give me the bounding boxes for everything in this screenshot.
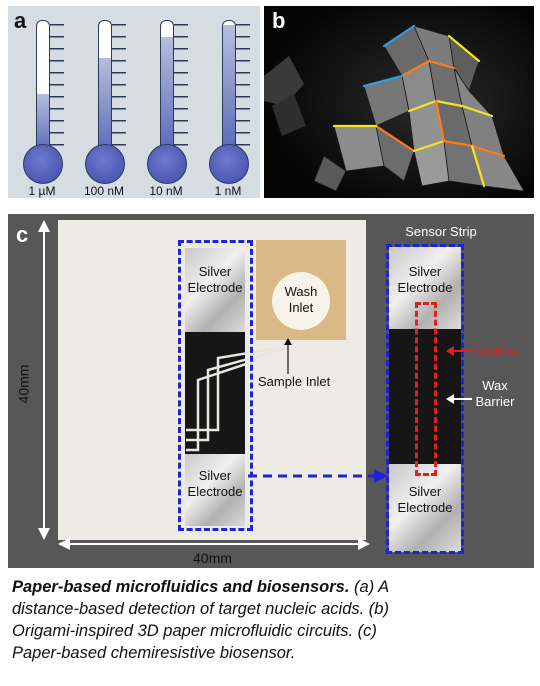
thermometer-tube (222, 20, 236, 153)
silver-electrode-top-label: Silver Electrode (187, 264, 243, 295)
thermometer-fluid (37, 93, 49, 153)
thermometer-tube (36, 20, 50, 153)
concentration-label: 1 nM (214, 184, 242, 198)
sample-inlet-arrow (284, 338, 292, 374)
thermometer-scale (236, 24, 250, 148)
thermometer-bulb (209, 144, 249, 184)
thermometer-scale (50, 24, 64, 148)
thermometer-tube (160, 20, 174, 153)
thermometer-1 (18, 20, 74, 188)
panel-c-letter: c (16, 222, 29, 247)
silver-electrode-top (185, 248, 245, 332)
wash-inlet-circle (272, 272, 330, 330)
thermometer-scale (112, 24, 126, 148)
caption-text-1: (a) A (349, 578, 390, 596)
swnts-label: SWNTs (474, 344, 518, 359)
wash-inlet-label: Wash Inlet (284, 284, 318, 315)
silver-electrode-bottom-label: Silver Electrode (187, 468, 243, 499)
silver-electrode-bottom (185, 454, 245, 526)
strip-electrode-top (389, 247, 461, 329)
electrode-dashed-box (178, 240, 253, 531)
strip-electrode-top-label: Silver Electrode (397, 264, 453, 295)
thermometer-bulb (147, 144, 187, 184)
caption-line-2: distance-based detection of target nucle… (12, 600, 389, 618)
sensor-strip-title: Sensor Strip (405, 224, 477, 239)
panel-b-letter: b (272, 8, 286, 33)
panel-b-origami-photo: b (264, 6, 534, 198)
sample-inlet-label: Sample Inlet (258, 374, 331, 389)
vertical-dimension-arrow (38, 220, 50, 540)
concentration-label: 1 µM (28, 184, 56, 198)
thermometer-fluid (223, 24, 235, 153)
thermometer-fluid (99, 57, 111, 153)
horizontal-dimension-label: 40mm (193, 550, 232, 566)
thermometer-2 (80, 20, 136, 188)
swnts-arrow (446, 346, 472, 356)
thermometer-3 (142, 20, 198, 188)
thermometer-bulb (85, 144, 125, 184)
strip-connector-arrow (248, 469, 388, 483)
thermometer-fluid (161, 36, 173, 153)
concentration-label: 10 nM (149, 184, 183, 198)
wax-barrier-arrow (446, 394, 472, 404)
thermometer-4 (204, 20, 260, 188)
concentration-label: 100 nM (83, 184, 125, 198)
caption-title: Paper-based microfluidics and biosensors… (12, 578, 350, 596)
panel-c-biosensor-photo: c Wash Inlet Silver Electrode Silver Ele… (8, 214, 534, 568)
caption-line-4: Paper-based chemiresistive biosensor. (12, 644, 296, 662)
caption-line-1: Paper-based microfluidics and biosensors… (12, 576, 389, 598)
strip-electrode-bottom (389, 464, 461, 552)
panel-a-thermometer-image: a 1 µM 100 nM 10 nM 1 nM (8, 6, 260, 198)
thermometer-scale (174, 24, 188, 148)
wax-region (185, 330, 245, 455)
origami-illustration (264, 6, 534, 198)
caption-line-3: Origami-inspired 3D paper microfluidic c… (12, 622, 377, 640)
thermometer-bulb (23, 144, 63, 184)
swnts-dashed-box (415, 302, 437, 476)
wax-barrier-label: Wax Barrier (475, 378, 515, 409)
panel-a-letter: a (14, 8, 27, 33)
vertical-dimension-label: 40mm (15, 364, 32, 404)
microfluidic-channels (186, 346, 288, 452)
sensor-strip: Silver Electrode Silver Electrode (386, 244, 464, 554)
strip-electrode-bottom-label: Silver Electrode (397, 484, 453, 515)
thermometer-tube (98, 20, 112, 153)
paper-substrate: Wash Inlet Silver Electrode Silver Elect… (58, 220, 366, 540)
horizontal-dimension-arrow (58, 538, 370, 550)
